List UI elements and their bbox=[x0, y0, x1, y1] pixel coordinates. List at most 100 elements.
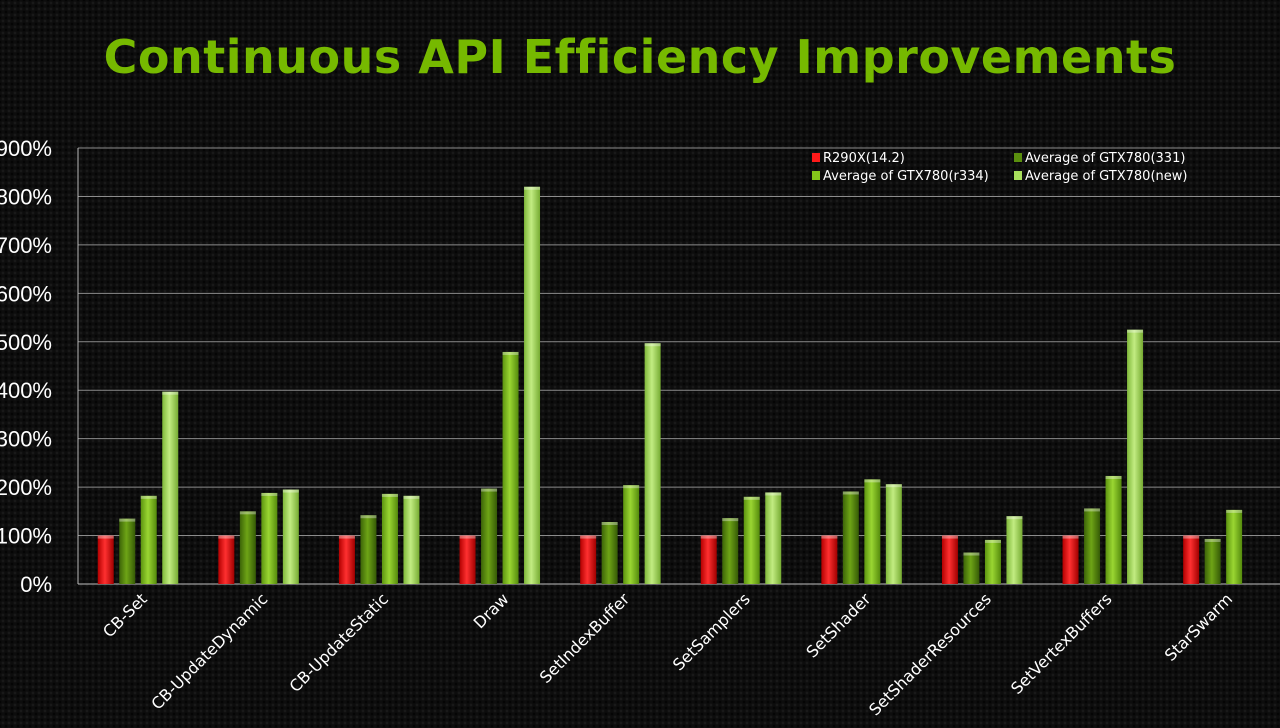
bar-0-8 bbox=[1062, 535, 1079, 584]
chart-title: Continuous API Efficiency Improvements bbox=[103, 30, 1177, 84]
y-tick-label: 600% bbox=[0, 281, 52, 306]
bar-top-highlight bbox=[481, 488, 498, 492]
bar-0-7 bbox=[941, 535, 958, 584]
x-tick-label: SetShader bbox=[802, 589, 874, 661]
bar-3-1 bbox=[282, 489, 299, 584]
bar-top-highlight bbox=[360, 515, 377, 519]
bar-3-2 bbox=[403, 495, 420, 584]
legend-label: Average of GTX780(new) bbox=[1025, 169, 1187, 184]
legend-label: Average of GTX780(331) bbox=[1025, 151, 1185, 166]
x-tick-label: SetSamplers bbox=[669, 589, 754, 674]
bar-2-1 bbox=[261, 492, 278, 584]
x-tick-label: SetShaderResources bbox=[865, 589, 995, 719]
bar-top-highlight bbox=[1226, 509, 1243, 513]
bar-3-0 bbox=[162, 391, 179, 584]
bar-0-2 bbox=[338, 535, 355, 584]
bar-top-highlight bbox=[381, 493, 398, 497]
bar-top-highlight bbox=[842, 491, 859, 495]
y-tick-label: 500% bbox=[0, 330, 52, 355]
bar-top-highlight bbox=[524, 186, 541, 190]
bar-top-highlight bbox=[1084, 508, 1101, 512]
bar-top-highlight bbox=[459, 535, 476, 539]
bar-2-8 bbox=[1105, 475, 1122, 584]
bar-top-highlight bbox=[1127, 329, 1144, 333]
bar-0-9 bbox=[1183, 535, 1200, 584]
bar-2-6 bbox=[864, 479, 881, 584]
bar-top-highlight bbox=[1105, 475, 1122, 479]
bar-1-4 bbox=[601, 521, 618, 584]
bar-3-5 bbox=[765, 492, 782, 584]
bar-top-highlight bbox=[239, 511, 256, 515]
bar-2-5 bbox=[743, 496, 760, 584]
y-tick-label: 100% bbox=[0, 524, 52, 549]
legend-label: R290X(14.2) bbox=[823, 151, 905, 166]
bar-top-highlight bbox=[119, 518, 136, 522]
bar-top-highlight bbox=[885, 484, 902, 488]
bar-top-highlight bbox=[722, 518, 739, 522]
bar-top-highlight bbox=[743, 496, 760, 500]
x-tick-label: CB-UpdateStatic bbox=[286, 589, 393, 696]
bar-top-highlight bbox=[403, 495, 420, 499]
bar-top-highlight bbox=[941, 535, 958, 539]
bar-top-highlight bbox=[601, 521, 618, 525]
y-tick-label: 400% bbox=[0, 378, 52, 403]
y-tick-label: 800% bbox=[0, 184, 52, 209]
bar-top-highlight bbox=[218, 535, 235, 539]
legend-swatch bbox=[812, 171, 820, 180]
bar-top-highlight bbox=[338, 535, 355, 539]
bar-top-highlight bbox=[623, 485, 640, 489]
y-tick-label: 900% bbox=[0, 136, 52, 161]
y-tick-label: 0% bbox=[20, 572, 52, 597]
bar-1-3 bbox=[481, 488, 498, 584]
x-tick-label: StarSwarm bbox=[1161, 589, 1236, 664]
bar-top-highlight bbox=[765, 492, 782, 496]
bar-top-highlight bbox=[821, 535, 838, 539]
bar-1-6 bbox=[842, 491, 859, 584]
bar-2-0 bbox=[140, 495, 157, 584]
bar-top-highlight bbox=[282, 489, 299, 493]
bar-1-8 bbox=[1084, 508, 1101, 584]
bar-1-2 bbox=[360, 515, 377, 584]
bar-0-4 bbox=[580, 535, 597, 584]
bar-2-3 bbox=[502, 351, 519, 584]
bar-3-6 bbox=[885, 484, 902, 584]
legend-swatch bbox=[812, 153, 820, 162]
bar-0-6 bbox=[821, 535, 838, 584]
legend-swatch bbox=[1014, 153, 1022, 162]
bar-2-4 bbox=[623, 485, 640, 584]
bar-top-highlight bbox=[1062, 535, 1079, 539]
y-tick-label: 200% bbox=[0, 475, 52, 500]
bar-3-3 bbox=[524, 186, 541, 584]
bar-0-1 bbox=[218, 535, 235, 584]
bar-2-2 bbox=[381, 493, 398, 584]
bar-3-7 bbox=[1006, 516, 1023, 584]
bar-top-highlight bbox=[97, 535, 114, 539]
bar-top-highlight bbox=[580, 535, 597, 539]
bar-1-1 bbox=[239, 511, 256, 584]
bar-0-5 bbox=[700, 535, 717, 584]
y-tick-label: 300% bbox=[0, 427, 52, 452]
x-tick-label: CB-UpdateDynamic bbox=[147, 589, 271, 713]
bar-top-highlight bbox=[1006, 516, 1023, 520]
bar-2-7 bbox=[984, 539, 1001, 584]
x-tick-label: Draw bbox=[470, 589, 513, 632]
bar-top-highlight bbox=[963, 552, 980, 556]
bar-3-8 bbox=[1127, 329, 1144, 584]
bar-top-highlight bbox=[644, 343, 661, 347]
bar-top-highlight bbox=[984, 539, 1001, 543]
bar-3-4 bbox=[644, 343, 661, 584]
x-tick-label: SetIndexBuffer bbox=[536, 589, 634, 687]
bar-0-0 bbox=[97, 535, 114, 584]
x-tick-label: SetVertexBuffers bbox=[1007, 589, 1116, 698]
legend-label: Average of GTX780(r334) bbox=[823, 169, 989, 184]
bar-top-highlight bbox=[140, 495, 157, 499]
bar-1-7 bbox=[963, 552, 980, 584]
bar-1-9 bbox=[1204, 538, 1221, 584]
bar-1-0 bbox=[119, 518, 136, 584]
bar-top-highlight bbox=[502, 351, 519, 355]
bar-top-highlight bbox=[864, 479, 881, 483]
bar-top-highlight bbox=[162, 391, 179, 395]
legend-swatch bbox=[1014, 171, 1022, 180]
bar-top-highlight bbox=[700, 535, 717, 539]
